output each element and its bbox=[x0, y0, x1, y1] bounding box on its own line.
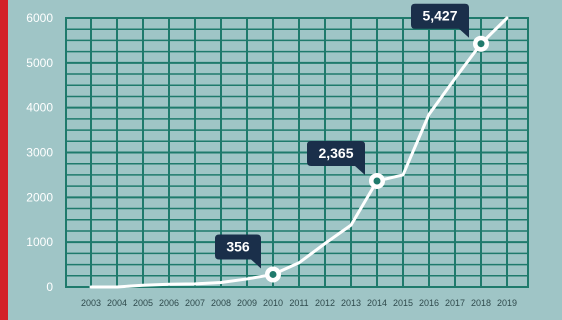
x-tick-label: 2007 bbox=[185, 298, 205, 308]
callout-bubble bbox=[411, 3, 469, 38]
x-tick-label: 2010 bbox=[263, 298, 283, 308]
callout-label: 356 bbox=[226, 238, 250, 254]
callout-bubble bbox=[215, 234, 261, 269]
x-tick-label: 2005 bbox=[133, 298, 153, 308]
x-tick-label: 2013 bbox=[341, 298, 361, 308]
data-point-marker-center bbox=[373, 177, 381, 185]
callout-label: 5,427 bbox=[422, 8, 457, 24]
x-tick-label: 2017 bbox=[445, 298, 465, 308]
series-line bbox=[89, 16, 509, 289]
left-accent-bar bbox=[0, 0, 8, 320]
y-tick-label: 2000 bbox=[26, 190, 53, 204]
data-point-marker-center bbox=[269, 270, 277, 278]
x-tick-label: 2004 bbox=[107, 298, 127, 308]
x-tick-label: 2012 bbox=[315, 298, 335, 308]
x-tick-label: 2019 bbox=[497, 298, 517, 308]
callout-bubble bbox=[307, 140, 365, 175]
x-tick-label: 2011 bbox=[289, 298, 308, 308]
x-tick-label: 2009 bbox=[237, 298, 257, 308]
y-tick-label: 5000 bbox=[26, 56, 53, 70]
x-tick-label: 2018 bbox=[471, 298, 491, 308]
y-tick-label: 4000 bbox=[26, 101, 53, 115]
x-tick-label: 2006 bbox=[159, 298, 179, 308]
x-tick-label: 2008 bbox=[211, 298, 231, 308]
x-tick-label: 2016 bbox=[419, 298, 439, 308]
callout-label: 2,365 bbox=[318, 145, 353, 161]
x-tick-label: 2014 bbox=[367, 298, 387, 308]
y-tick-label: 3000 bbox=[26, 146, 53, 160]
x-tick-label: 2003 bbox=[81, 298, 101, 308]
x-tick-label: 2015 bbox=[393, 298, 413, 308]
data-point-marker-center bbox=[477, 40, 485, 48]
y-tick-label: 1000 bbox=[26, 235, 53, 249]
y-tick-label: 0 bbox=[46, 280, 53, 294]
y-tick-label: 6000 bbox=[26, 11, 53, 25]
